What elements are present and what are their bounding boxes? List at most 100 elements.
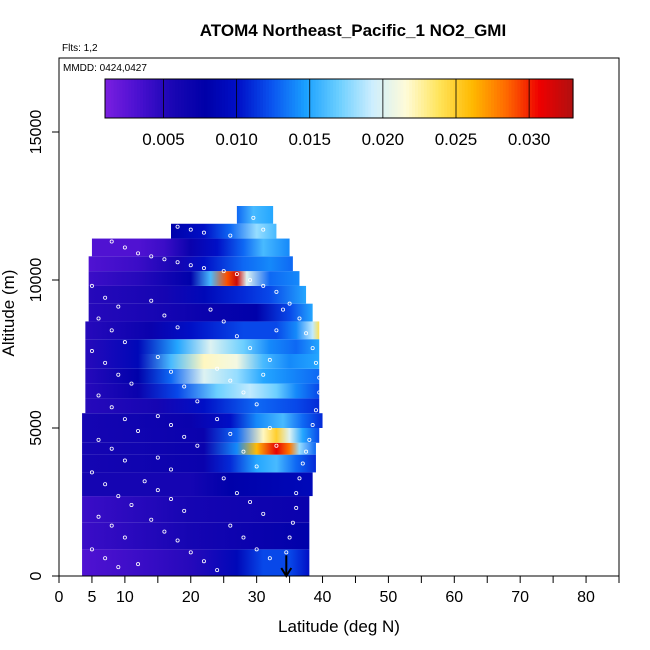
observation-point [168, 369, 173, 374]
colorbar-tick-label: 0.005 [142, 130, 185, 149]
colorbar-swatch [447, 79, 451, 118]
heatmap-layer [85, 321, 320, 340]
observation-point [96, 233, 101, 238]
observation-point [122, 340, 127, 345]
colorbar-swatch [341, 79, 346, 118]
observation-point [116, 494, 121, 499]
colorbar-swatch [567, 79, 571, 118]
colorbar-swatch [280, 79, 285, 118]
colorbar-swatch [353, 79, 358, 118]
colorbar-swatch [289, 79, 293, 118]
observation-point [182, 508, 187, 513]
heatmap-layer [82, 442, 316, 455]
colorbar-swatch [362, 79, 366, 118]
observation-point [248, 277, 253, 282]
observation-point [96, 437, 101, 442]
observation-point [294, 505, 299, 510]
observation-point [188, 550, 193, 555]
colorbar-swatch [444, 79, 448, 118]
colorbar-swatch [277, 79, 282, 118]
heatmap-layer [88, 271, 300, 286]
colorbar-swatch [134, 79, 138, 118]
colorbar-swatch [347, 79, 352, 118]
observation-point [89, 547, 94, 552]
y-tick-label: 15000 [28, 110, 45, 155]
observation-point [182, 384, 187, 389]
colorbar-swatch [406, 79, 410, 118]
observation-point [284, 550, 289, 555]
colorbar-swatch [292, 79, 296, 118]
colorbar-swatch [458, 79, 463, 118]
observation-point [116, 565, 121, 570]
observation-point [228, 523, 233, 528]
colorbar-swatch [213, 79, 217, 118]
colorbar-swatch [508, 79, 513, 118]
observation-point [254, 547, 259, 552]
observation-point [201, 559, 206, 564]
colorbar-swatch [438, 79, 442, 118]
observation-point [261, 372, 266, 377]
x-tick-label: 30 [248, 589, 266, 606]
colorbar-swatch [306, 79, 311, 118]
colorbar-swatch [385, 79, 390, 118]
observation-point [201, 230, 206, 235]
observation-point [109, 239, 114, 244]
observation-point [89, 349, 94, 354]
colorbar-swatch [485, 79, 489, 118]
colorbar-swatch [216, 79, 220, 118]
colorbar-swatch [207, 79, 211, 118]
colorbar-swatch [350, 79, 355, 118]
y-tick-label: 5000 [28, 410, 45, 446]
colorbar-swatch [183, 79, 188, 118]
heatmap-layer [85, 368, 320, 384]
observation-point [116, 304, 121, 309]
date-annotation: MMDD: 0424,0427 [63, 63, 147, 74]
colorbar-swatch [224, 79, 229, 118]
colorbar-swatch [371, 79, 375, 118]
observation-point [109, 328, 114, 333]
colorbar-swatch [181, 79, 185, 118]
colorbar-swatch [426, 79, 431, 118]
observation-point [274, 328, 279, 333]
observation-points [89, 215, 322, 573]
colorbar-swatch [257, 79, 261, 118]
heatmap-layer [171, 223, 277, 239]
observation-point [188, 227, 193, 232]
colorbar-swatch [248, 79, 252, 118]
colorbar-swatch [467, 79, 472, 118]
colorbar-swatch [456, 79, 460, 118]
observation-point [122, 245, 127, 250]
colorbar-swatch [286, 79, 290, 118]
x-tick-label: 10 [116, 589, 134, 606]
colorbar-tick-label: 0.025 [435, 130, 478, 149]
colorbar-swatch [473, 79, 478, 118]
colorbar-swatch [558, 79, 562, 118]
colorbar-swatch [555, 79, 559, 118]
observation-point [109, 446, 114, 451]
observation-point [162, 313, 167, 318]
observation-point [254, 402, 259, 407]
colorbar-swatch [441, 79, 445, 118]
colorbar-swatch [268, 79, 273, 118]
colorbar-swatch [312, 79, 317, 118]
observation-point [274, 443, 279, 448]
colorbar-swatch [570, 79, 574, 118]
x-axis-label: Latitude (deg N) [278, 617, 400, 636]
observation-point [175, 224, 180, 229]
observation-point [241, 390, 246, 395]
colorbar-swatch [368, 79, 372, 118]
colorbar-swatch [107, 79, 112, 118]
observation-point [287, 535, 292, 540]
observation-point [304, 449, 309, 454]
colorbar-swatch [140, 79, 144, 118]
colorbar-swatch [327, 79, 331, 118]
heatmap-layer [85, 383, 320, 399]
colorbar-swatch [309, 79, 314, 118]
colorbar-swatch [154, 79, 159, 118]
heatmap-layer [82, 522, 310, 550]
x-axis: 0 5 10 20 30 40 50 60 70 80 [55, 576, 620, 606]
heatmap-layer [82, 454, 316, 473]
colorbar-tick-label: 0.030 [508, 130, 551, 149]
colorbar-swatch [198, 79, 203, 118]
observation-point [307, 437, 312, 442]
